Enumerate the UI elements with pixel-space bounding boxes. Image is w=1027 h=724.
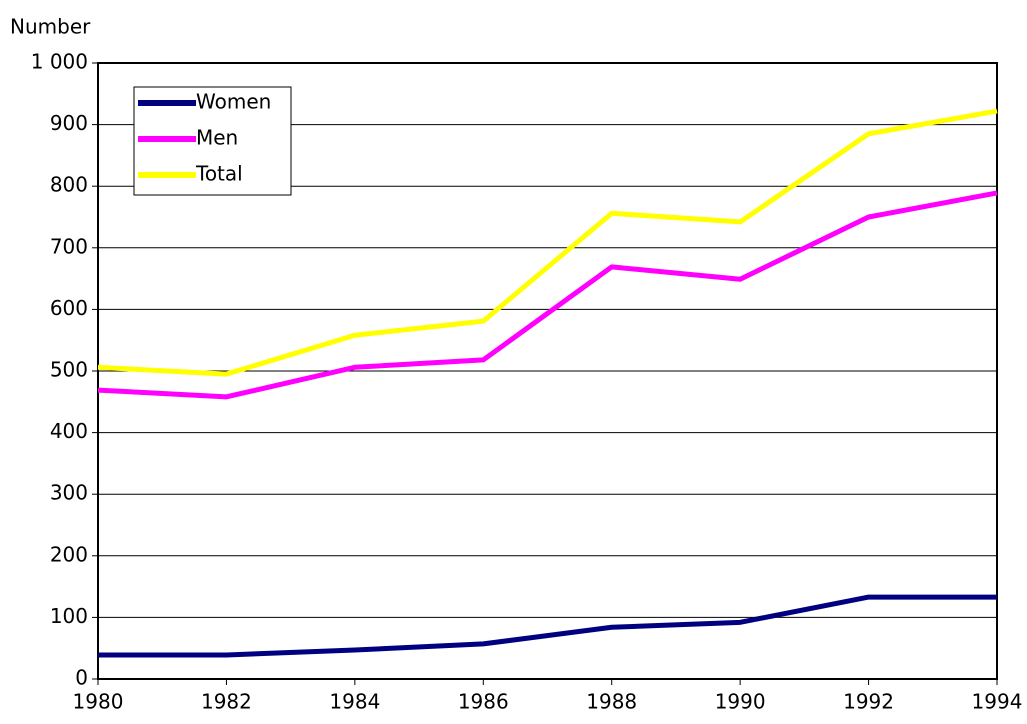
y-tick-label: 200: [50, 542, 88, 566]
legend-label: Women: [196, 90, 271, 114]
y-tick-label: 100: [50, 604, 88, 628]
legend-label: Total: [195, 162, 243, 186]
x-tick-label: 1988: [586, 690, 637, 714]
legend-label: Men: [196, 126, 238, 150]
x-tick-label: 1986: [458, 690, 509, 714]
y-tick-label: 700: [50, 234, 88, 258]
x-tick-label: 1982: [201, 690, 252, 714]
series-line: [97, 108, 998, 377]
plot-border: [97, 62, 998, 680]
x-tick-label: 1994: [972, 690, 1023, 714]
y-tick-label: 0: [75, 666, 88, 690]
y-tick-label: 400: [50, 419, 88, 443]
y-tick-label: 300: [50, 481, 88, 505]
x-tick-label: 1984: [329, 690, 380, 714]
x-tick-label: 1992: [843, 690, 894, 714]
y-tick-label: 800: [50, 173, 88, 197]
y-tick-label: 900: [50, 111, 88, 135]
y-axis-label: Number: [10, 15, 91, 39]
series-line: [98, 594, 997, 658]
y-tick-label: 500: [50, 358, 88, 382]
y-tick-label: 600: [50, 296, 88, 320]
series-line: [97, 190, 998, 400]
y-tick-label: 1 000: [31, 50, 88, 74]
x-tick-label: 1980: [73, 690, 124, 714]
x-tick-label: 1990: [715, 690, 766, 714]
